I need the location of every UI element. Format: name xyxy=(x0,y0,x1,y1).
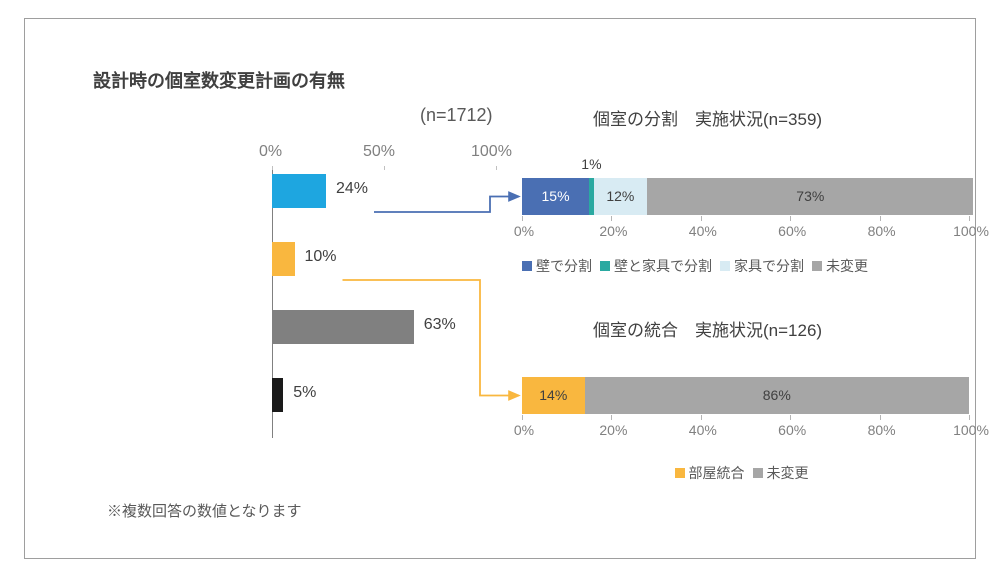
stacked-axis-label: 60% xyxy=(772,223,812,239)
left-axis-50: 50% xyxy=(363,143,395,161)
left-bar-pct: 10% xyxy=(305,248,337,266)
left-chart-title: 設計時の個室数変更計画の有無 xyxy=(93,67,345,93)
legend-item: 壁で分割 xyxy=(522,256,592,276)
stacked-axis-tick xyxy=(790,415,791,420)
stacked-axis-tick xyxy=(522,415,523,420)
stacked-segment-label: 15% xyxy=(522,188,589,204)
legend-label: 壁と家具で分割 xyxy=(614,256,712,276)
top-stacked-bar: 15%1%12%73% xyxy=(522,178,969,215)
legend-label: 未変更 xyxy=(826,256,868,276)
legend-item: 部屋統合 xyxy=(675,463,745,483)
arrow-top xyxy=(374,197,519,213)
legend-item: 家具で分割 xyxy=(720,256,804,276)
legend-label: 未変更 xyxy=(767,463,809,483)
left-axis-100: 100% xyxy=(471,143,512,161)
legend-swatch xyxy=(812,261,822,271)
stacked-axis-label: 100% xyxy=(951,223,991,239)
legend-label: 家具で分割 xyxy=(734,256,804,276)
chart-frame: 設計時の個室数変更計画の有無 (n=1712) 0% 50% 100% 将来的に… xyxy=(24,18,976,559)
left-tick xyxy=(496,166,497,170)
bottom-legend: 部屋統合 未変更 xyxy=(522,463,969,483)
stacked-axis-tick xyxy=(701,415,702,420)
legend-swatch xyxy=(720,261,730,271)
stacked-segment-label: 1% xyxy=(581,156,601,172)
left-bar-pct: 24% xyxy=(336,180,368,198)
stacked-axis-tick xyxy=(611,216,612,221)
stacked-axis-label: 0% xyxy=(504,422,544,438)
legend-swatch xyxy=(753,468,763,478)
left-bar xyxy=(272,310,414,344)
footnote: ※複数回答の数値となります xyxy=(107,500,302,521)
page: 設計時の個室数変更計画の有無 (n=1712) 0% 50% 100% 将来的に… xyxy=(0,0,1000,577)
stacked-segment-label: 14% xyxy=(522,387,585,403)
stacked-axis-tick xyxy=(969,415,970,420)
stacked-axis-label: 80% xyxy=(862,223,902,239)
left-axis-0: 0% xyxy=(259,143,282,161)
stacked-axis-label: 80% xyxy=(862,422,902,438)
left-bar-pct: 63% xyxy=(424,316,456,334)
stacked-axis-tick xyxy=(522,216,523,221)
stacked-axis-label: 60% xyxy=(772,422,812,438)
stacked-axis-tick xyxy=(611,415,612,420)
bottom-stacked-bar: 14%86% xyxy=(522,377,969,414)
left-bar xyxy=(272,378,283,412)
stacked-axis-tick xyxy=(701,216,702,221)
stacked-axis-tick xyxy=(880,415,881,420)
bottom-axis: 0%20%40%60%80%100% xyxy=(522,422,969,442)
stacked-segment-label: 73% xyxy=(647,188,973,204)
top-axis: 0%20%40%60%80%100% xyxy=(522,223,969,243)
legend-swatch xyxy=(522,261,532,271)
left-chart-n: (n=1712) xyxy=(420,105,493,126)
legend-item: 未変更 xyxy=(753,463,809,483)
left-bar xyxy=(272,242,295,276)
stacked-axis-label: 40% xyxy=(683,223,723,239)
stacked-segment-label: 12% xyxy=(594,188,648,204)
top-chart-title: 個室の分割 実施状況(n=359) xyxy=(593,105,822,130)
left-bar-pct: 5% xyxy=(293,384,316,402)
stacked-axis-label: 0% xyxy=(504,223,544,239)
legend-item: 壁と家具で分割 xyxy=(600,256,712,276)
stacked-axis-tick xyxy=(880,216,881,221)
stacked-axis-label: 20% xyxy=(593,223,633,239)
legend-swatch xyxy=(675,468,685,478)
legend-label: 壁で分割 xyxy=(536,256,592,276)
legend-swatch xyxy=(600,261,610,271)
stacked-axis-label: 100% xyxy=(951,422,991,438)
legend-label: 部屋統合 xyxy=(689,463,745,483)
stacked-axis-label: 20% xyxy=(593,422,633,438)
left-tick xyxy=(384,166,385,170)
stacked-segment-label: 86% xyxy=(585,387,969,403)
legend-item: 未変更 xyxy=(812,256,868,276)
stacked-axis-tick xyxy=(790,216,791,221)
stacked-axis-tick xyxy=(969,216,970,221)
stacked-axis-label: 40% xyxy=(683,422,723,438)
bottom-chart-title: 個室の統合 実施状況(n=126) xyxy=(593,316,822,341)
left-bar xyxy=(272,174,326,208)
top-legend: 壁で分割 壁と家具で分割 家具で分割 未変更 xyxy=(522,256,969,276)
